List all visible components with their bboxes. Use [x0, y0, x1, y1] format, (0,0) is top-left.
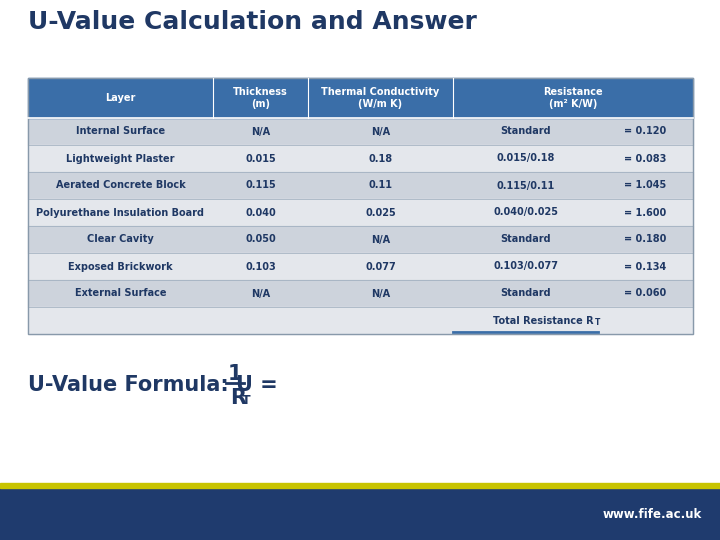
Text: 0.18: 0.18 — [369, 153, 392, 164]
Text: = 0.060: = 0.060 — [624, 288, 667, 299]
Text: Aerated Concrete Block: Aerated Concrete Block — [55, 180, 185, 191]
Text: 0.040: 0.040 — [245, 207, 276, 218]
Text: N/A: N/A — [371, 288, 390, 299]
Bar — [28, 78, 693, 118]
Text: 0.077: 0.077 — [365, 261, 396, 272]
Text: Layer: Layer — [105, 93, 135, 103]
Text: 0.11: 0.11 — [369, 180, 392, 191]
Text: Thickness
(m): Thickness (m) — [233, 87, 288, 109]
Text: = 0.120: = 0.120 — [624, 126, 667, 137]
Text: N/A: N/A — [371, 234, 390, 245]
Bar — [28, 199, 693, 226]
Bar — [0, 488, 720, 540]
Text: T: T — [242, 395, 251, 408]
Text: Clear Cavity: Clear Cavity — [87, 234, 154, 245]
Text: Polyurethane Insulation Board: Polyurethane Insulation Board — [37, 207, 204, 218]
Text: Total Resistance R: Total Resistance R — [493, 315, 594, 326]
Bar — [28, 280, 693, 307]
Bar — [28, 78, 693, 334]
Text: = 0.134: = 0.134 — [624, 261, 667, 272]
Text: N/A: N/A — [251, 288, 270, 299]
Text: 0.103: 0.103 — [245, 261, 276, 272]
Text: Internal Surface: Internal Surface — [76, 126, 165, 137]
Text: Standard: Standard — [500, 234, 551, 245]
Text: Thermal Conductivity
(W/m K): Thermal Conductivity (W/m K) — [321, 87, 440, 109]
Text: 0.015: 0.015 — [245, 153, 276, 164]
Text: T: T — [595, 318, 600, 327]
Text: 0.015/0.18: 0.015/0.18 — [496, 153, 554, 164]
Text: Lightweight Plaster: Lightweight Plaster — [66, 153, 175, 164]
Bar — [28, 145, 693, 172]
Text: = 1.045: = 1.045 — [624, 180, 667, 191]
Bar — [28, 307, 693, 334]
Text: 0.040/0.025: 0.040/0.025 — [493, 207, 558, 218]
Text: = 0.083: = 0.083 — [624, 153, 667, 164]
Text: Exposed Brickwork: Exposed Brickwork — [68, 261, 173, 272]
Text: 0.115/0.11: 0.115/0.11 — [496, 180, 554, 191]
Text: Standard: Standard — [500, 126, 551, 137]
Text: 1: 1 — [228, 364, 242, 384]
Bar — [28, 253, 693, 280]
Text: R: R — [230, 388, 246, 408]
Text: 0.050: 0.050 — [245, 234, 276, 245]
Text: = 1.600: = 1.600 — [624, 207, 667, 218]
Bar — [0, 483, 720, 488]
Text: Resistance
(m² K/W): Resistance (m² K/W) — [543, 87, 603, 109]
Text: N/A: N/A — [371, 126, 390, 137]
Text: External Surface: External Surface — [75, 288, 166, 299]
Text: U-Value Formula: U =: U-Value Formula: U = — [28, 375, 285, 395]
Text: www.fife.ac.uk: www.fife.ac.uk — [603, 508, 702, 521]
Bar — [28, 118, 693, 145]
Text: 0.025: 0.025 — [365, 207, 396, 218]
Bar — [28, 172, 693, 199]
Text: 0.103/0.077: 0.103/0.077 — [493, 261, 558, 272]
Bar — [28, 226, 693, 253]
Text: = 0.180: = 0.180 — [624, 234, 667, 245]
Text: Standard: Standard — [500, 288, 551, 299]
Text: 0.115: 0.115 — [245, 180, 276, 191]
Text: U-Value Calculation and Answer: U-Value Calculation and Answer — [28, 10, 477, 34]
Text: N/A: N/A — [251, 126, 270, 137]
